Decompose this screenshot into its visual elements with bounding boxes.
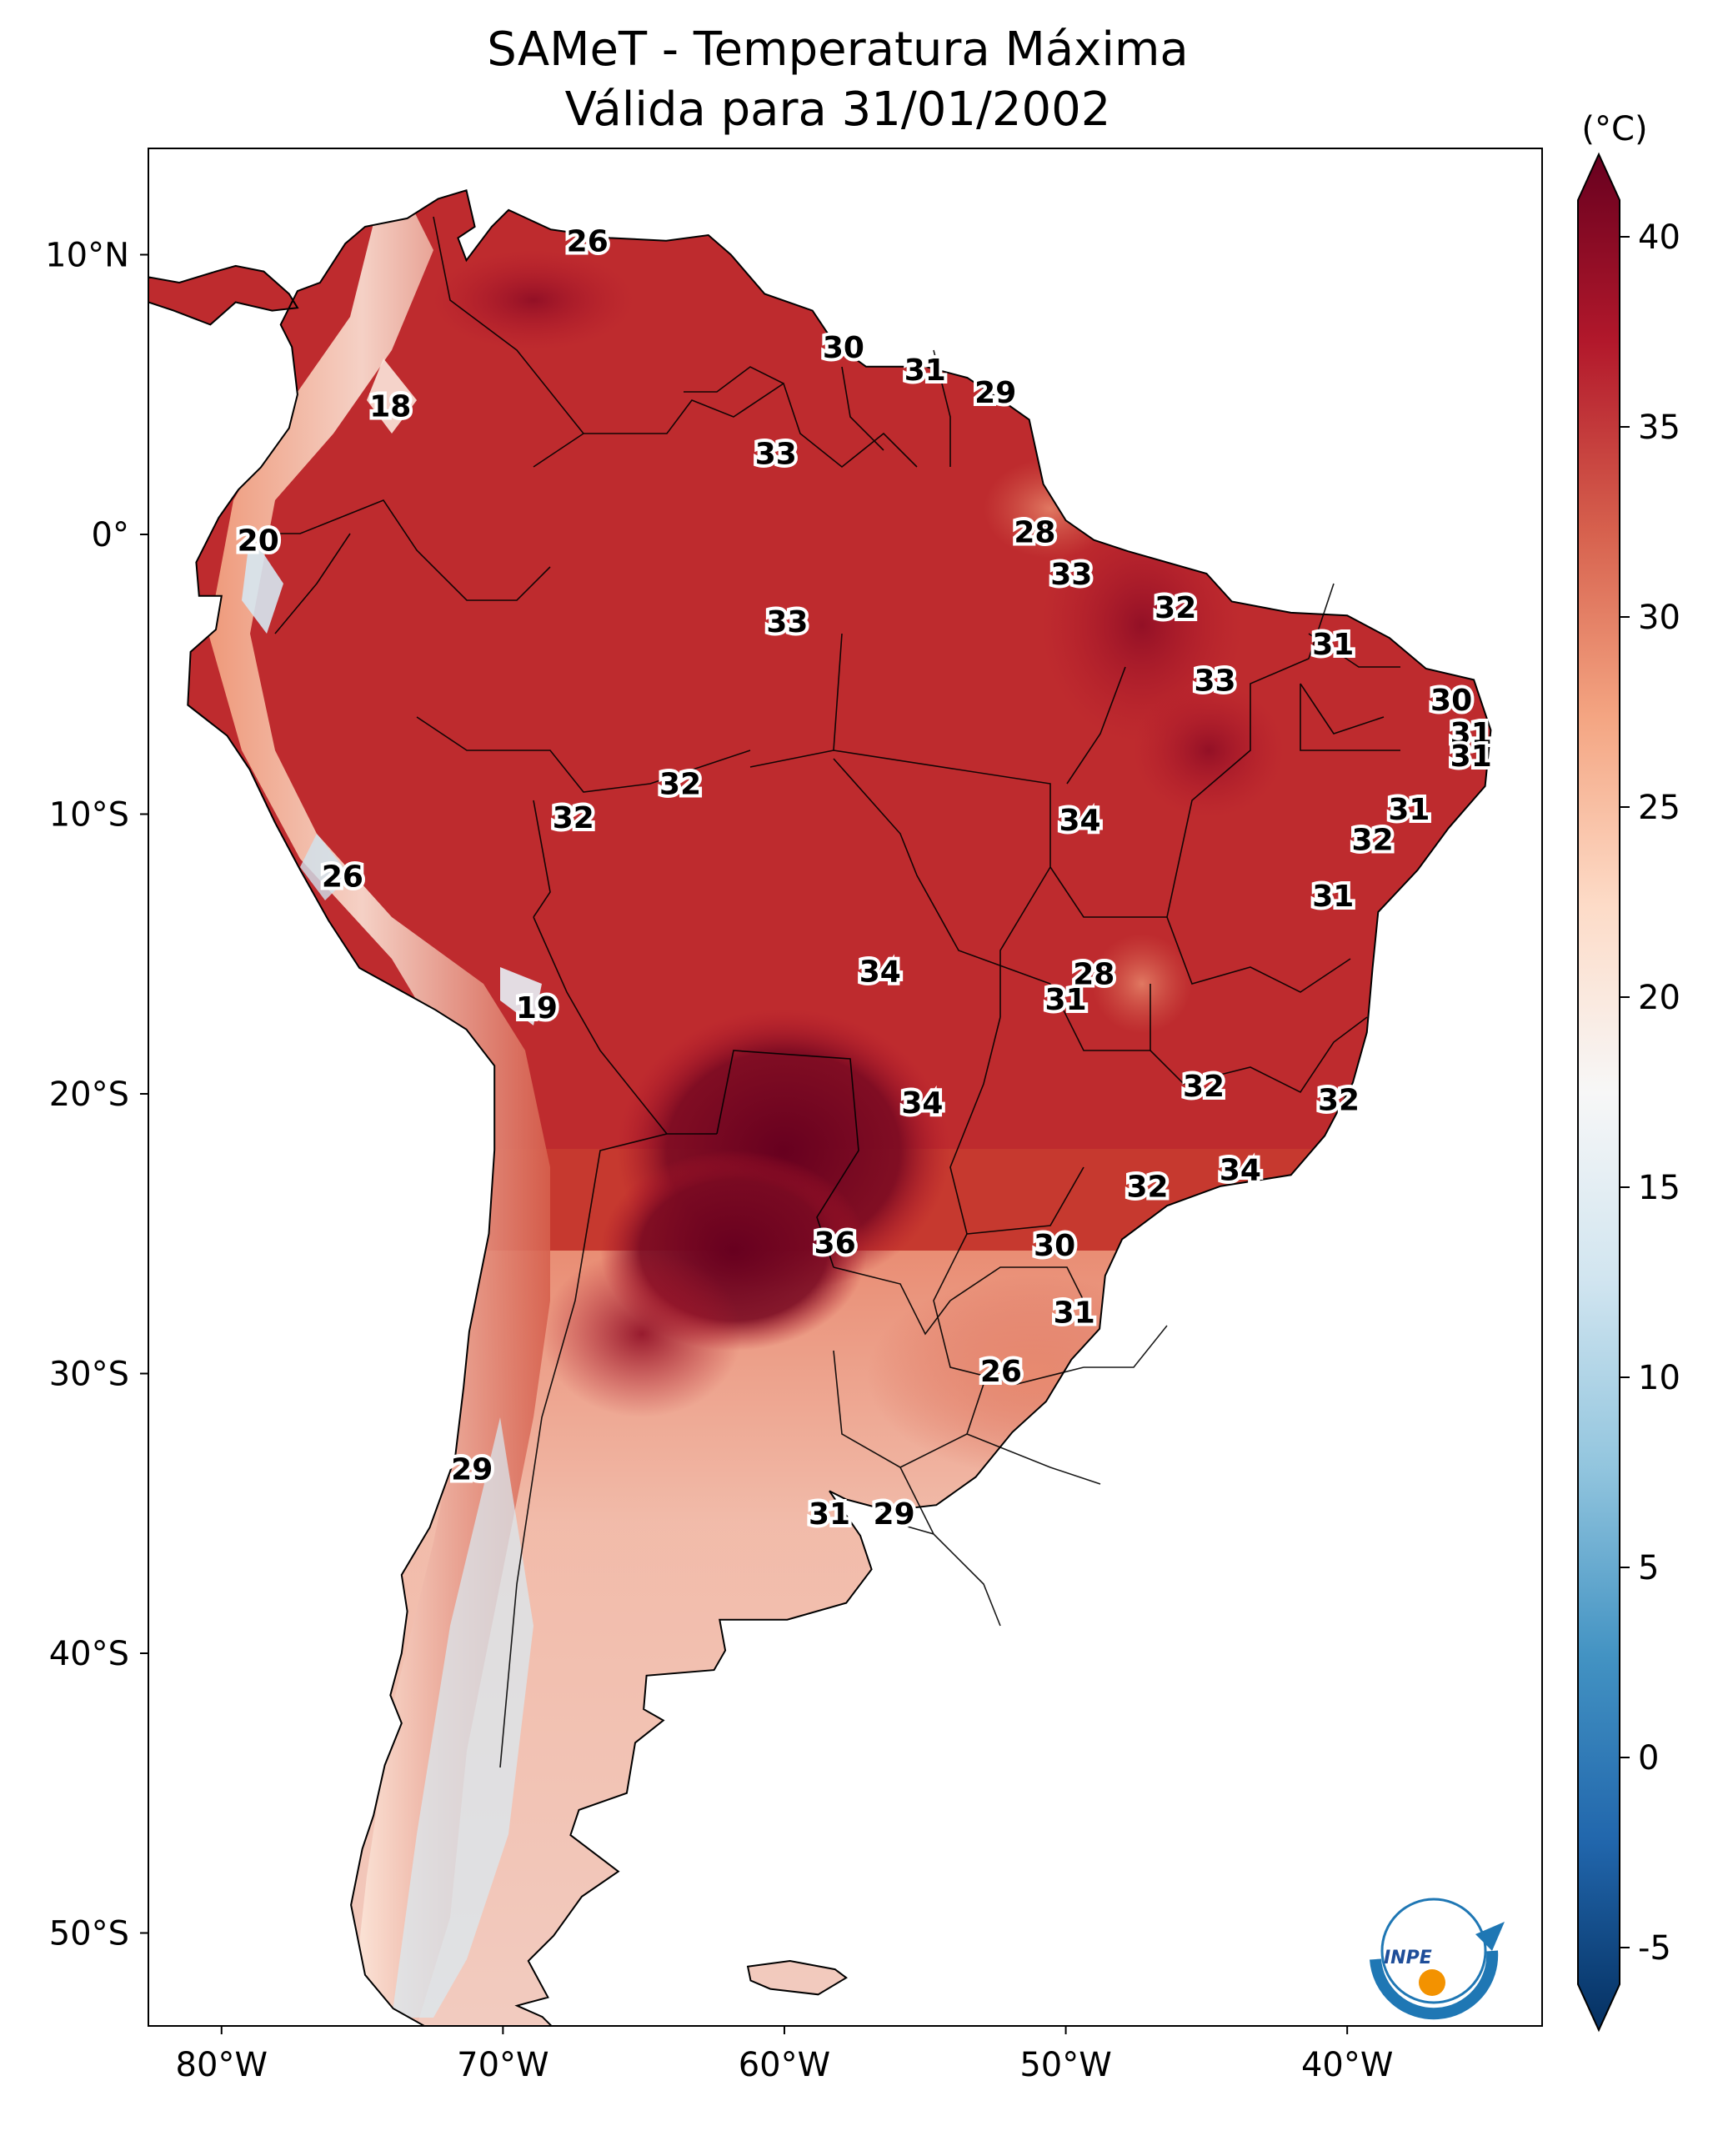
contour-label: 30 (1430, 684, 1472, 718)
contour-label: 32 (1318, 1084, 1360, 1118)
contour-label: 31 (1054, 1296, 1095, 1331)
contour-label: 30 (1034, 1229, 1075, 1263)
contour-label: 32 (553, 801, 594, 835)
lat-tick-label: 10°N (45, 236, 129, 274)
contour-label: 29 (974, 376, 1016, 410)
contour-label: 33 (755, 438, 797, 472)
contour-label: 34 (901, 1086, 943, 1121)
inpe-logo: INPE (1370, 1898, 1505, 2020)
map-frame (148, 148, 1543, 2027)
contour-label: 33 (1050, 558, 1092, 592)
contour-label: 34 (859, 955, 901, 989)
lat-tick-label: 0° (92, 516, 129, 554)
contour-label: 32 (1352, 824, 1394, 858)
contour-label: 36 (814, 1226, 856, 1261)
contour-label: 31 (904, 353, 946, 388)
contour-label: 31 (1045, 983, 1087, 1017)
colorbar-tick-label: 20 (1638, 979, 1680, 1017)
colorbar-tick-label: 5 (1638, 1549, 1659, 1587)
contour-label: 34 (1220, 1154, 1261, 1188)
colorbar-tick-label: 15 (1638, 1169, 1680, 1207)
contour-label: 33 (1194, 664, 1235, 698)
contour-label: 32 (1155, 591, 1196, 625)
contour-label: 20 (238, 524, 279, 559)
colorbar-tick-label: 40 (1638, 218, 1680, 257)
contour-label: 31 (1312, 628, 1354, 662)
lon-tick-label: 60°W (739, 2046, 830, 2084)
colorbar-tick-label: 35 (1638, 409, 1680, 447)
contour-label: 34 (1059, 804, 1100, 838)
contour-label: 18 (369, 390, 411, 424)
contour-label: 28 (1073, 958, 1114, 992)
contour-label: 31 (1450, 717, 1492, 751)
lat-tick-label: 10°S (49, 795, 129, 834)
colorbar-unit-label: (°C) (1581, 110, 1647, 148)
contour-label: 32 (1126, 1171, 1168, 1205)
colorbar-tick-label: 0 (1638, 1739, 1659, 1777)
contour-label: 26 (980, 1355, 1022, 1389)
contour-label: 31 (1312, 880, 1354, 914)
lat-tick-label: 40°S (49, 1635, 129, 1673)
longitude-axis: 80°W 70°W 60°W 50°W 40°W (176, 2026, 1393, 2084)
contour-label: 30 (823, 331, 864, 365)
colorbar-scale (1577, 152, 1620, 2033)
map-title-line1: SAMeT - Temperatura Máxima (487, 23, 1189, 77)
lon-tick-label: 70°W (457, 2046, 548, 2084)
colorbar: (°C) 40 35 30 25 20 15 10 5 0 -5 (1577, 110, 1680, 2033)
contour-label: 29 (451, 1453, 493, 1487)
colorbar-tick-label: -5 (1638, 1929, 1671, 1968)
map-title-line2: Válida para 31/01/2002 (565, 83, 1111, 137)
contour-label: 28 (1014, 516, 1055, 550)
inpe-logo-text: INPE (1384, 1948, 1432, 1968)
lon-tick-label: 80°W (176, 2046, 268, 2084)
contour-label: 29 (874, 1497, 915, 1532)
lat-tick-label: 30°S (49, 1355, 129, 1393)
colorbar-tick-label: 30 (1638, 599, 1680, 637)
lon-tick-label: 40°W (1301, 2046, 1393, 2084)
lon-tick-label: 50°W (1019, 2046, 1111, 2084)
lat-tick-label: 50°S (49, 1914, 129, 1953)
contour-label: 32 (659, 768, 701, 802)
colorbar-tick-label: 10 (1638, 1359, 1680, 1397)
contour-label: 26 (567, 225, 609, 259)
lat-tick-label: 20°S (49, 1075, 129, 1114)
contour-label: 26 (322, 860, 363, 894)
south-america-coastline (148, 189, 1492, 2026)
contour-label: 32 (1183, 1070, 1225, 1104)
country-borders (250, 216, 1400, 1768)
contour-label: 31 (1450, 740, 1492, 774)
colorbar-ticks: 40 35 30 25 20 15 10 5 0 -5 (1620, 218, 1680, 1968)
contour-label: 19 (516, 991, 558, 1025)
contour-label: 31 (809, 1497, 850, 1532)
contour-label: 31 (1388, 793, 1430, 827)
contour-label: 33 (766, 605, 808, 639)
colorbar-tick-label: 25 (1638, 789, 1680, 827)
latitude-axis: 10°N 0° 10°S 20°S 30°S 40°S 50°S (45, 236, 148, 1953)
